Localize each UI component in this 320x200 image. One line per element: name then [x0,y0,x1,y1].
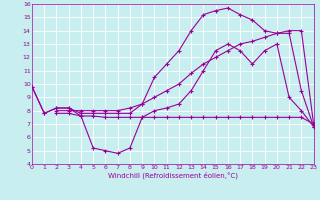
X-axis label: Windchill (Refroidissement éolien,°C): Windchill (Refroidissement éolien,°C) [108,172,238,179]
